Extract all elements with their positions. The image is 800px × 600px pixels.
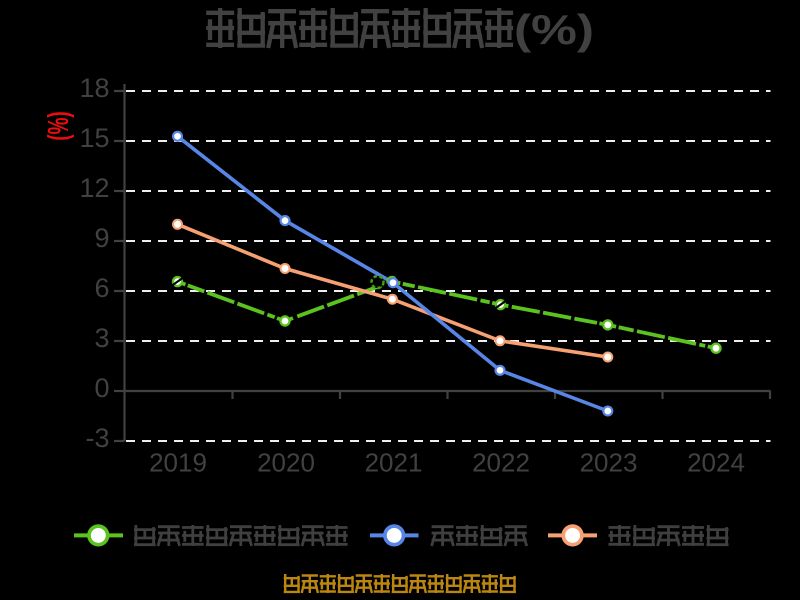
svg-text:2020: 2020 xyxy=(257,448,315,478)
svg-text:9: 9 xyxy=(94,223,109,253)
svg-text:2024: 2024 xyxy=(687,448,745,478)
svg-text:-3: -3 xyxy=(85,423,109,453)
svg-text:(%): (%) xyxy=(43,111,75,141)
svg-text:0: 0 xyxy=(94,373,109,403)
svg-text:3: 3 xyxy=(94,323,109,353)
svg-text:6: 6 xyxy=(94,273,109,303)
svg-text:18: 18 xyxy=(79,73,109,103)
svg-text:2022: 2022 xyxy=(472,448,530,478)
svg-text:12: 12 xyxy=(79,173,109,203)
svg-text:2019: 2019 xyxy=(149,448,207,478)
svg-text:2021: 2021 xyxy=(365,448,423,478)
svg-text:(%): (%) xyxy=(514,6,594,53)
svg-text:2023: 2023 xyxy=(580,448,638,478)
svg-text:15: 15 xyxy=(79,123,109,153)
